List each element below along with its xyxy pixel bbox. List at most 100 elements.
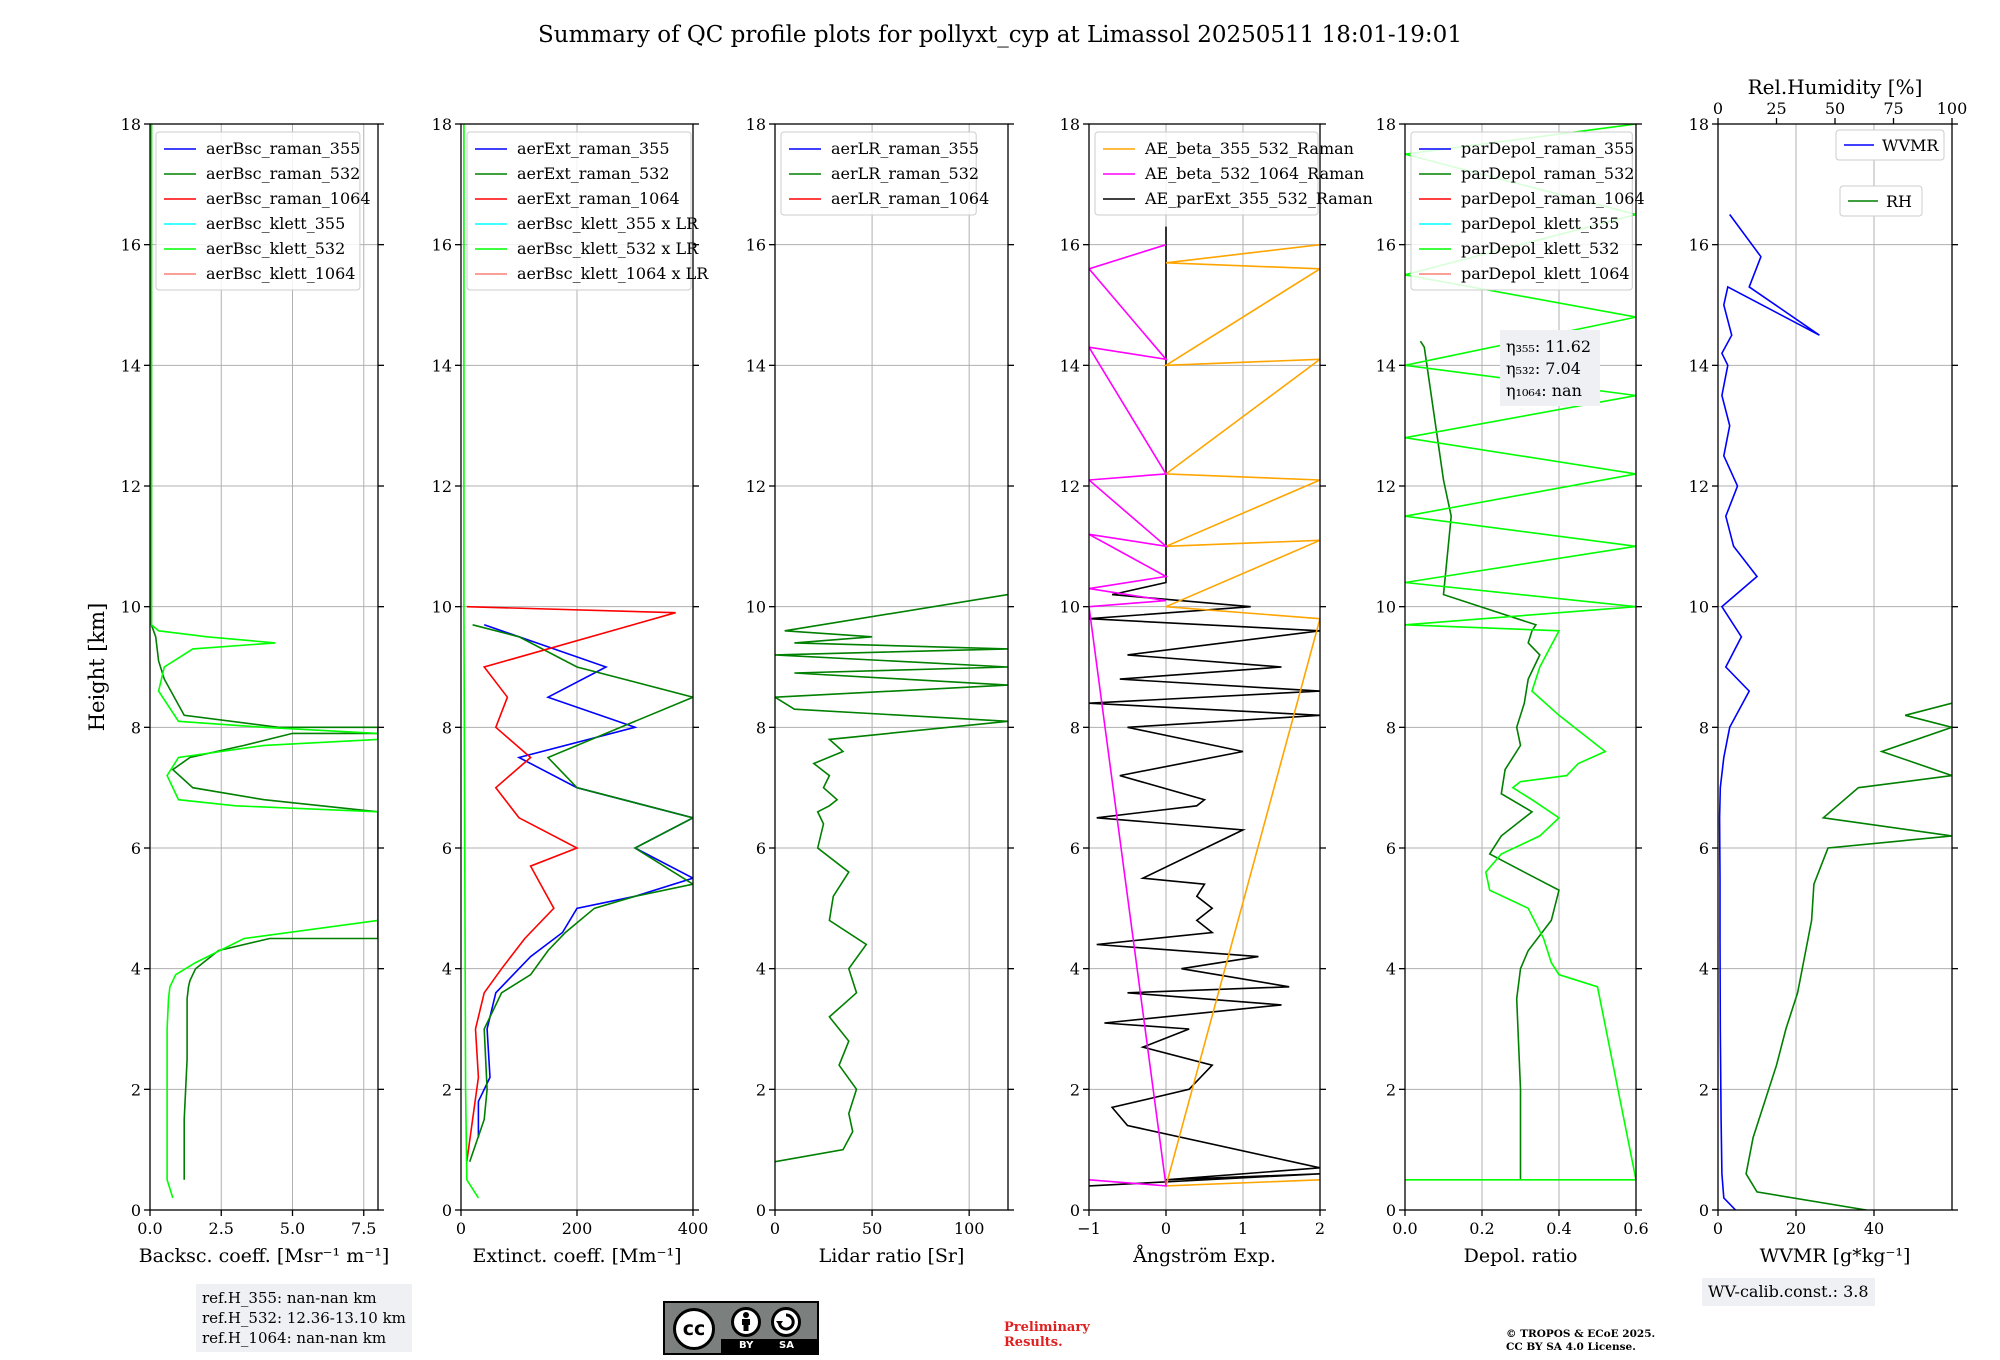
y-tick-label: 2 (756, 1080, 766, 1099)
x-tick-label: 0.0 (1392, 1219, 1417, 1238)
x-tick-label: 0 (456, 1219, 466, 1238)
y-tick-label: 8 (1699, 718, 1709, 737)
x-tick-label: 2 (1315, 1219, 1325, 1238)
y-tick-label: 12 (1376, 477, 1396, 496)
x-tick-label: 0.4 (1546, 1219, 1571, 1238)
legend-box (1410, 131, 1633, 291)
top-axis-label: Rel.Humidity [%] (1748, 75, 1923, 99)
y-tick-label: 18 (121, 115, 141, 134)
x-tick-label: 0 (1161, 1219, 1171, 1238)
y-tick-label: 0 (1386, 1201, 1396, 1220)
y-tick-label: 0 (131, 1201, 141, 1220)
x-tick-label: 2.5 (209, 1219, 234, 1238)
series-parDepol_klett_532 (1405, 124, 1636, 1181)
y-tick-label: 18 (1689, 115, 1709, 134)
annotation-line: η₁₀₆₄: nan (1506, 381, 1582, 400)
series-RH (1745, 702, 1952, 1210)
legend-label: RH (1886, 192, 1912, 211)
panel-2: 0 2 4 6 8 10 12 14 16 18 0 200 400 Extinct. coeff. [M… (432, 115, 710, 1267)
panel-1: 0 2 4 6 8 10 12 14 16 18 0.0 2.5 5.0 7.5 Backsc. coeff… (121, 115, 390, 1267)
y-tick-label: 10 (1060, 598, 1080, 617)
x-tick-label: 200 (562, 1219, 593, 1238)
x-axis-label: WVMR [g*kg⁻¹] (1760, 1245, 1911, 1267)
series-parDepol_raman_532 (1419, 340, 1560, 1180)
legend: aerBsc_raman_355 aerBsc_raman_532 aerBsc_r… (155, 131, 371, 291)
series-aerBsc_raman_532 (150, 124, 378, 1180)
legend-label-aerBsc_klett_532 x LR: aerBsc_klett_532 x LR (517, 239, 699, 258)
y-tick-label: 18 (746, 115, 766, 134)
x-tick-label: 40 (1864, 1219, 1884, 1238)
series-AE_beta_532_1064_Raman (1089, 243, 1169, 1187)
legend-label-parDepol_raman_532: parDepol_raman_532 (1461, 164, 1634, 183)
legend-label-parDepol_klett_532: parDepol_klett_532 (1461, 239, 1619, 258)
y-tick-label: 14 (746, 356, 766, 375)
x-tick-label: 0 (770, 1219, 780, 1238)
y-tick-label: 4 (1070, 960, 1080, 979)
legend-label-aerLR_raman_532: aerLR_raman_532 (831, 164, 979, 183)
y-tick-label: 8 (442, 718, 452, 737)
x-tick-label: 0.6 (1623, 1219, 1648, 1238)
legend: aerLR_raman_355 aerLR_raman_532 aerLR_rama… (780, 131, 989, 216)
legend-RH: RH (1839, 185, 1923, 217)
legend-label-aerExt_raman_355: aerExt_raman_355 (517, 139, 670, 158)
legend-box (780, 131, 977, 216)
y-tick-label: 12 (432, 477, 452, 496)
y-tick-label: 16 (746, 236, 766, 255)
y-tick-label: 12 (1689, 477, 1709, 496)
legend-label-parDepol_klett_1064: parDepol_klett_1064 (1461, 264, 1630, 283)
page-title: Summary of QC profile plots for pollyxt_… (538, 22, 1462, 48)
plot-frame (1088, 123, 1321, 1211)
reference-height-box: ref.H_355: nan-nan km ref.H_532: 12.36-1… (196, 1284, 412, 1352)
plot-frame (774, 123, 1009, 1211)
y-tick-label: 8 (1070, 718, 1080, 737)
y-tick-label: 4 (442, 960, 452, 979)
y-tick-label: 10 (121, 598, 141, 617)
series-AE_parExt_355_532_Raman (1089, 226, 1320, 1187)
legend-label-aerBsc_klett_1064: aerBsc_klett_1064 (206, 264, 355, 283)
legend-label-AE_beta_355_532_Raman: AE_beta_355_532_Raman (1144, 139, 1354, 158)
annotation-box (1500, 330, 1600, 406)
y-tick-label: 10 (746, 598, 766, 617)
license-strip: BY SA (721, 1339, 817, 1353)
legend-label-AE_parExt_355_532_Raman: AE_parExt_355_532_Raman (1144, 189, 1373, 208)
y-tick-label: 0 (442, 1201, 452, 1220)
legend: aerExt_raman_355 aerExt_raman_532 aerExt_r… (466, 131, 709, 291)
y-tick-label: 14 (1689, 356, 1709, 375)
legend-label-AE_beta_532_1064_Raman: AE_beta_532_1064_Raman (1144, 164, 1364, 183)
panel-3: 0 2 4 6 8 10 12 14 16 18 0 50 100 Lidar ratio [Sr] aer… (746, 115, 1014, 1267)
legend: parDepol_raman_355 parDepol_raman_532 parD… (1410, 131, 1645, 291)
legend-label-aerBsc_raman_532: aerBsc_raman_532 (206, 164, 360, 183)
x-tick-label: 7.5 (351, 1219, 376, 1238)
sa-label: SA (779, 1340, 794, 1351)
series-WVMR (1718, 214, 1820, 1210)
y-axis-label: Height [km] (85, 603, 109, 732)
y-tick-label: 0 (1070, 1201, 1080, 1220)
y-tick-label: 16 (1689, 236, 1709, 255)
y-tick-label: 14 (121, 356, 141, 375)
y-tick-label: 16 (1060, 236, 1080, 255)
y-tick-label: 16 (1376, 236, 1396, 255)
top-x-tick-label: 75 (1883, 99, 1903, 118)
legend-label-aerBsc_klett_355: aerBsc_klett_355 (206, 214, 345, 233)
ref-height-532: ref.H_532: 12.36-13.10 km (202, 1309, 406, 1327)
legend-box (1835, 129, 1945, 161)
annotation-line: η₅₃₂: 7.04 (1506, 359, 1581, 378)
y-tick-label: 0 (756, 1201, 766, 1220)
person-icon (731, 1307, 761, 1337)
x-axis-label: Extinct. coeff. [Mm⁻¹] (472, 1245, 681, 1267)
x-axis-label: Depol. ratio (1464, 1245, 1578, 1267)
legend-label-aerBsc_klett_1064 x LR: aerBsc_klett_1064 x LR (517, 264, 709, 283)
series-aerExt_raman_355 (477, 624, 693, 1138)
legend-WVMR: WVMR (1835, 129, 1945, 161)
legend-label: WVMR (1882, 136, 1939, 155)
series-aerLR_raman_532 (775, 593, 1008, 1163)
plot-frame (149, 123, 379, 1211)
annotation-line: η₃₅₅: 11.62 (1506, 337, 1591, 356)
x-tick-label: −1 (1077, 1219, 1101, 1238)
y-tick-label: 2 (131, 1080, 141, 1099)
cc-logo-icon: cc (673, 1308, 715, 1350)
legend-label-aerExt_raman_532: aerExt_raman_532 (517, 164, 670, 183)
series-aerBsc_klett_532 x LR (463, 124, 480, 1199)
